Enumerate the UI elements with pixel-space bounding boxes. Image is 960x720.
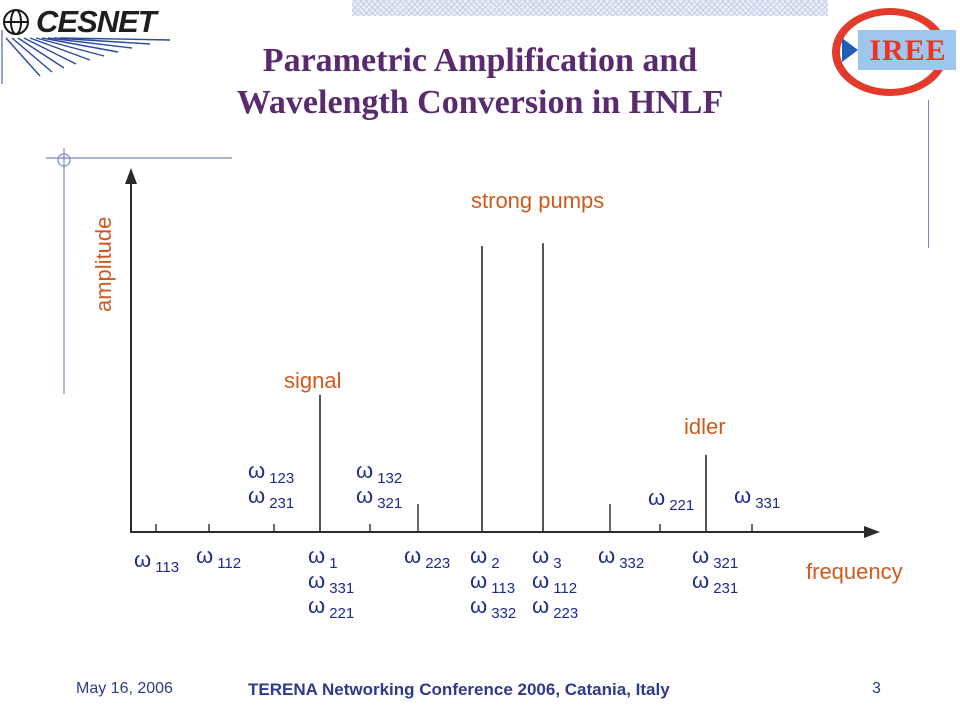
omega-label-231: ω 231 [692, 568, 738, 597]
y-axis-arrow [125, 168, 137, 184]
footer-conference: TERENA Networking Conference 2006, Catan… [248, 680, 670, 699]
short-ticks [155, 504, 753, 532]
idler-label: idler [684, 414, 726, 439]
omega-label-331: ω 331 [308, 568, 354, 597]
omega-label-331: ω 331 [734, 483, 780, 512]
omega-label-321: ω 321 [356, 483, 402, 512]
omega-label-321: ω 321 [692, 543, 738, 572]
iree-logo-icon [832, 8, 956, 96]
x-axis-label: frequency [806, 559, 903, 584]
omega-label-112: ω 112 [196, 543, 241, 572]
y-axis-label: amplitude [91, 217, 116, 312]
title-line-1: Parametric Amplification and [262, 42, 698, 79]
omega-label-112: ω 112 [532, 568, 577, 597]
omega-label-221: ω 221 [648, 485, 694, 514]
header-hatch-band [352, 0, 828, 16]
omega-label-132: ω 132 [356, 458, 402, 487]
footer-page-number: 3 [872, 680, 881, 697]
strong-pumps-label: strong pumps [471, 188, 604, 213]
omega-label-231: ω 231 [248, 483, 294, 512]
title-line-2: Wavelength Conversion in HNLF [236, 84, 724, 121]
footer-date: May 16, 2006 [76, 680, 173, 697]
cesnet-logo-text: CESNET [36, 4, 157, 39]
omega-label-221: ω 221 [308, 593, 354, 622]
page-title: Parametric Amplification and Wavelength … [120, 40, 840, 124]
omega-label-332: ω 332 [470, 593, 516, 622]
omega-label-123: ω 123 [248, 458, 294, 487]
omega-label-113: ω 113 [134, 547, 179, 576]
omega-label-113: ω 113 [470, 568, 515, 597]
right-decorative-rule [928, 100, 929, 248]
signal-label: signal [284, 368, 341, 393]
corner-decoration [46, 148, 232, 394]
x-axis-arrow [864, 526, 880, 538]
iree-logo-text: IREE [869, 34, 947, 67]
cesnet-logo-icon [1, 9, 171, 84]
omega-label-332: ω 332 [598, 543, 644, 572]
omega-label-223: ω 223 [532, 593, 578, 622]
omega-label-223: ω 223 [404, 543, 450, 572]
